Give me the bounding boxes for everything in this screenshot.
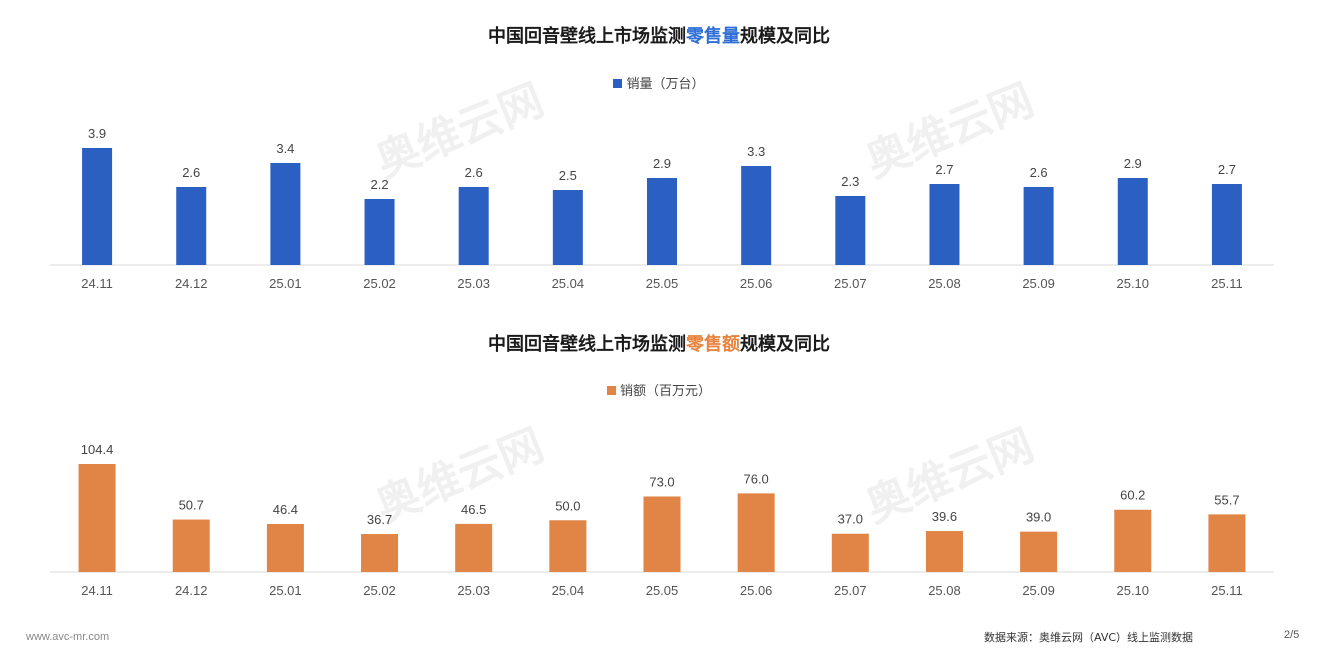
x-tick-label: 25.11 xyxy=(1211,276,1243,291)
data-label: 2.9 xyxy=(653,156,671,171)
bar xyxy=(552,190,583,265)
bar xyxy=(647,178,677,265)
bar xyxy=(455,523,493,572)
data-label: 39.6 xyxy=(932,509,957,524)
legend-swatch xyxy=(613,79,623,88)
x-tick-label: 24.12 xyxy=(175,583,208,598)
bar xyxy=(741,166,772,265)
data-label: 2.7 xyxy=(1218,162,1236,177)
data-label: 2.6 xyxy=(1030,165,1048,180)
data-label: 50.7 xyxy=(179,498,204,513)
x-tick-label: 25.11 xyxy=(1211,583,1243,598)
x-tick-label: 25.10 xyxy=(1116,583,1149,598)
x-tick-label: 24.11 xyxy=(81,276,113,291)
page-number: 2/5 xyxy=(1284,629,1300,641)
x-tick-label: 25.03 xyxy=(457,276,490,291)
bar xyxy=(1114,509,1152,572)
x-tick-label: 25.01 xyxy=(269,276,302,291)
bar xyxy=(176,187,207,265)
legend-swatch xyxy=(606,386,616,395)
bar xyxy=(82,148,113,265)
data-label: 50.0 xyxy=(555,498,580,513)
data-label: 2.5 xyxy=(559,168,577,183)
bar xyxy=(925,531,963,572)
x-tick-label: 24.11 xyxy=(81,583,113,598)
x-tick-label: 25.02 xyxy=(363,276,396,291)
x-tick-label: 25.05 xyxy=(646,276,679,291)
footer-website: www.avc-mr.com xyxy=(26,631,110,643)
bar xyxy=(929,184,960,265)
data-label: 2.2 xyxy=(370,177,388,192)
legend-label: 销额（百万元） xyxy=(619,384,711,399)
data-label: 60.2 xyxy=(1120,488,1145,503)
x-tick-label: 25.09 xyxy=(1022,583,1055,598)
title-suffix: 规模及同比 xyxy=(740,26,830,47)
volume-bar-chart: 3.9 24.11 2.6 24.12 3.4 25.01 2.2 25.02 2.6 25.03… xyxy=(50,126,1274,291)
x-tick-label: 25.04 xyxy=(552,276,585,291)
bar xyxy=(361,534,399,572)
x-tick-label: 25.08 xyxy=(928,276,961,291)
bar xyxy=(831,533,869,572)
x-tick-label: 25.06 xyxy=(740,276,773,291)
x-tick-label: 25.02 xyxy=(363,583,396,598)
data-label: 55.7 xyxy=(1214,492,1239,507)
data-label: 46.5 xyxy=(461,502,486,517)
data-label: 2.7 xyxy=(935,162,953,177)
bar xyxy=(78,464,116,572)
data-label: 36.7 xyxy=(367,512,392,527)
title-prefix: 中国回音壁线上市场监测 xyxy=(488,334,686,355)
x-tick-label: 25.04 xyxy=(552,583,585,598)
data-label: 37.0 xyxy=(838,512,863,527)
bar xyxy=(643,496,681,572)
x-tick-label: 25.07 xyxy=(834,276,867,291)
bar xyxy=(737,493,775,572)
revenue-bar-chart: 104.4 24.11 50.7 24.12 46.4 25.01 36.7 25.02 46.… xyxy=(50,442,1274,598)
x-tick-label: 24.12 xyxy=(175,276,208,291)
data-label: 3.4 xyxy=(276,141,294,156)
bar xyxy=(835,196,866,265)
bar xyxy=(364,199,395,265)
footer-source: 数据来源：奥维云网（AVC）线上监测数据 xyxy=(984,631,1194,644)
title-prefix: 中国回音壁线上市场监测 xyxy=(488,26,686,47)
data-label: 2.6 xyxy=(182,165,200,180)
bar xyxy=(1020,531,1058,572)
x-tick-label: 25.05 xyxy=(646,583,679,598)
x-tick-label: 25.07 xyxy=(834,583,867,598)
bar xyxy=(458,187,489,265)
bar xyxy=(1023,187,1054,265)
bar xyxy=(1208,514,1246,572)
title-highlight: 零售量 xyxy=(686,26,740,47)
x-tick-label: 25.01 xyxy=(269,583,302,598)
bar xyxy=(1117,178,1148,265)
chart-title-volume: 中国回音壁线上市场监测零售量规模及同比 xyxy=(0,22,1318,48)
data-label: 46.4 xyxy=(273,502,298,517)
data-label: 76.0 xyxy=(743,471,768,486)
chart-title-revenue: 中国回音壁线上市场监测零售额规模及同比 xyxy=(0,330,1318,356)
x-tick-label: 25.06 xyxy=(740,583,773,598)
x-tick-label: 25.08 xyxy=(928,583,961,598)
data-label: 2.3 xyxy=(841,174,859,189)
title-suffix: 规模及同比 xyxy=(740,334,830,355)
data-label: 2.9 xyxy=(1124,156,1142,171)
data-label: 39.0 xyxy=(1026,510,1051,525)
x-tick-label: 25.03 xyxy=(457,583,490,598)
data-label: 3.9 xyxy=(88,126,106,141)
title-highlight: 零售额 xyxy=(686,334,740,355)
bar xyxy=(172,519,210,572)
bar xyxy=(270,163,301,265)
data-label: 3.3 xyxy=(747,144,765,159)
data-label: 2.6 xyxy=(465,165,483,180)
legend-revenue: 销额（百万元） xyxy=(0,380,1318,399)
data-label: 104.4 xyxy=(81,442,114,457)
bar xyxy=(1211,184,1242,265)
x-tick-label: 25.10 xyxy=(1116,276,1149,291)
bar xyxy=(266,524,304,572)
x-tick-label: 25.09 xyxy=(1022,276,1055,291)
bar xyxy=(549,520,587,572)
legend-volume: 销量（万台） xyxy=(0,73,1318,92)
data-label: 73.0 xyxy=(649,474,674,489)
legend-label: 销量（万台） xyxy=(626,77,705,92)
